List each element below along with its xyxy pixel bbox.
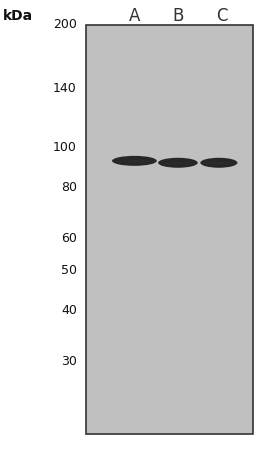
Ellipse shape xyxy=(116,160,152,163)
Ellipse shape xyxy=(204,162,234,164)
Text: B: B xyxy=(172,7,184,25)
Text: 40: 40 xyxy=(61,304,77,317)
Text: C: C xyxy=(216,7,227,25)
Text: 30: 30 xyxy=(61,355,77,368)
Ellipse shape xyxy=(158,158,198,168)
Text: 100: 100 xyxy=(53,142,77,154)
Text: 200: 200 xyxy=(53,19,77,31)
Ellipse shape xyxy=(112,156,157,166)
Text: 80: 80 xyxy=(61,181,77,194)
Text: 60: 60 xyxy=(61,232,77,245)
Text: A: A xyxy=(129,7,140,25)
Text: 50: 50 xyxy=(61,265,77,277)
Text: 140: 140 xyxy=(53,82,77,95)
Text: kDa: kDa xyxy=(3,9,33,23)
Bar xyxy=(86,25,253,434)
Ellipse shape xyxy=(162,162,194,164)
Ellipse shape xyxy=(200,158,238,168)
